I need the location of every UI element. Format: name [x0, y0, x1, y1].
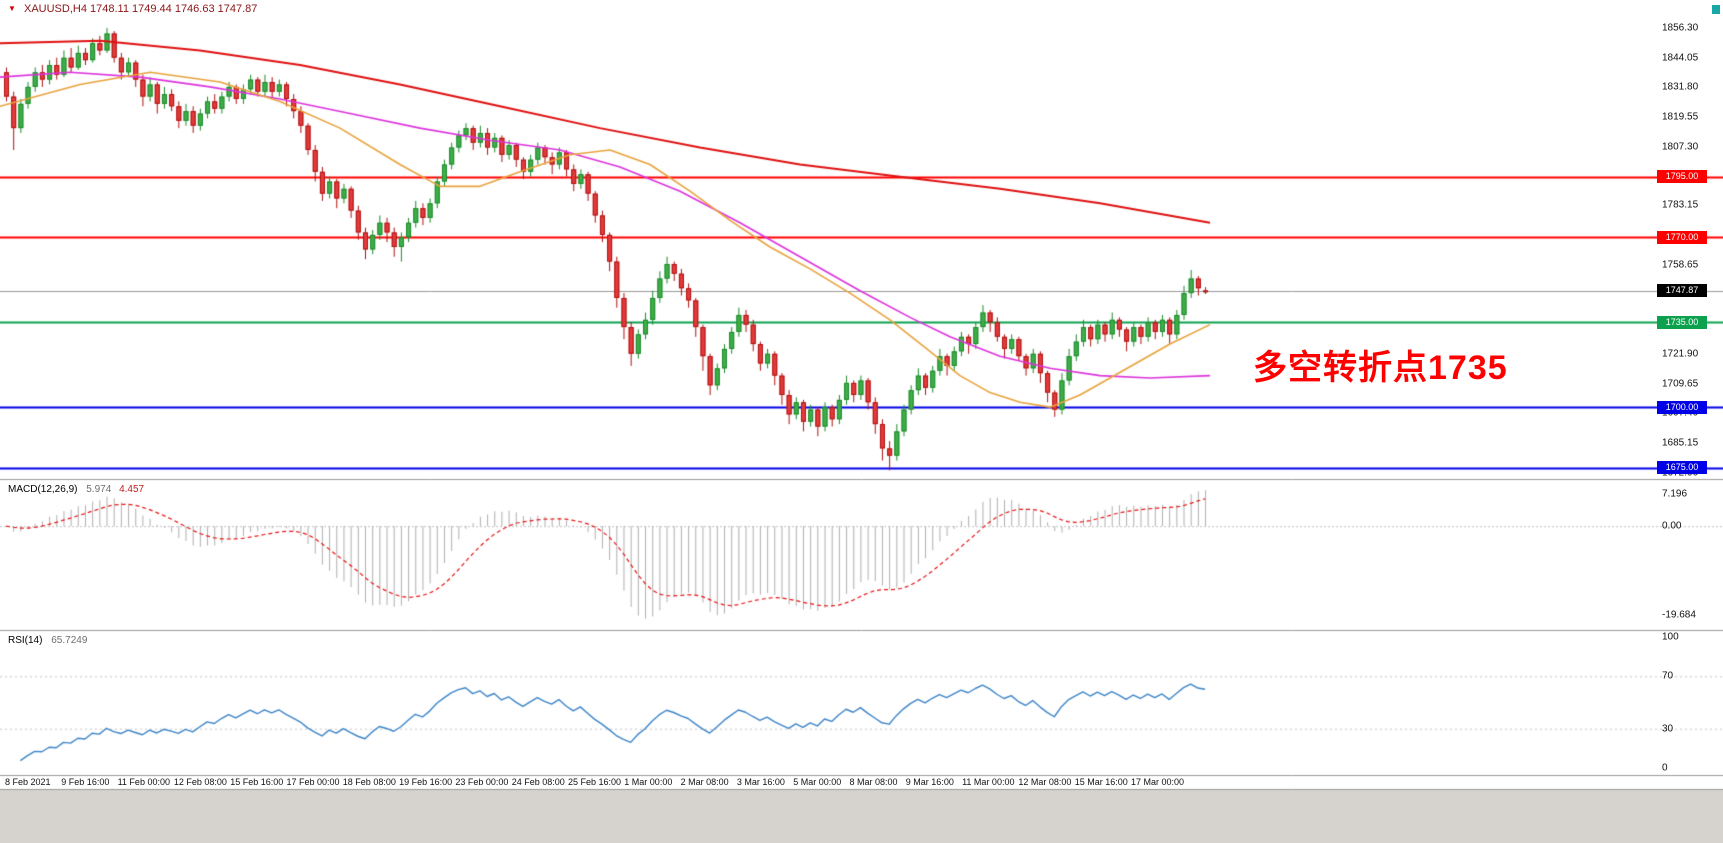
rsi-scale-100: 100: [1662, 631, 1679, 643]
price-axis-tick-label: 1856.30: [1662, 22, 1699, 34]
current-price-badge: 1747.87: [1657, 284, 1707, 298]
price-axis-tick-label: 1721.90: [1662, 348, 1699, 360]
rsi-value: 65.7249: [51, 635, 88, 646]
symbol-ohlc-readout: XAUUSD,H4 1748.11 1749.44 1746.63 1747.8…: [23, 3, 258, 15]
time-axis-label: 12 Feb 08:00: [173, 777, 227, 787]
time-axis-label: 8 Feb 2021: [5, 777, 51, 787]
time-axis-label: 3 Mar 16:00: [736, 777, 785, 787]
price-level-badge-1770: 1770.00: [1657, 230, 1707, 244]
chart-text-annotation[interactable]: 多空转折点1735: [1253, 349, 1508, 387]
rsi-scale-0: 0: [1662, 762, 1668, 774]
time-axis-label: 17 Feb 00:00: [286, 777, 340, 787]
chart-shift-marker[interactable]: [1712, 5, 1720, 14]
time-axis-label: 17 Mar 00:00: [1131, 777, 1185, 787]
time-axis-label: 11 Mar 00:00: [962, 777, 1015, 787]
price-axis-tick-label: 1807.30: [1662, 141, 1699, 153]
time-axis-label: 9 Mar 16:00: [905, 777, 954, 787]
time-axis-label: 1 Mar 00:00: [624, 777, 673, 787]
time-axis-label: 23 Feb 00:00: [455, 777, 509, 787]
price-axis-tick-label: 1831.80: [1662, 81, 1699, 93]
time-axis-label: 19 Feb 16:00: [399, 777, 453, 787]
price-axis-tick-label: 1709.65: [1662, 378, 1699, 390]
time-axis-label: 12 Mar 08:00: [1018, 777, 1072, 787]
price-level-badge-1700: 1700.00: [1657, 400, 1707, 414]
price-axis-tick-label: 1783.15: [1662, 199, 1699, 211]
time-axis-label: 15 Mar 16:00: [1074, 777, 1128, 787]
price-level-badge-1675: 1675.00: [1657, 461, 1707, 475]
macd-indicator-label: MACD(12,26,9) 5.974 4.457: [8, 484, 144, 495]
time-axis-label: 8 Mar 08:00: [849, 777, 898, 787]
time-axis-label: 2 Mar 08:00: [680, 777, 729, 787]
macd-main-value: 5.974: [86, 484, 112, 495]
time-axis-label: 11 Feb 00:00: [117, 777, 170, 787]
macd-scale-min: -19.684: [1662, 609, 1696, 621]
macd-signal-value: 4.457: [119, 484, 145, 495]
ohlc-dropdown-icon[interactable]: ▼: [8, 4, 16, 13]
macd-name: MACD(12,26,9): [8, 484, 78, 495]
rsi-indicator-label: RSI(14) 65.7249: [8, 635, 87, 646]
time-axis-label: 9 Feb 16:00: [61, 777, 110, 787]
time-axis-label: 5 Mar 00:00: [793, 777, 842, 787]
time-axis-label: 25 Feb 16:00: [568, 777, 622, 787]
time-axis-label: 15 Feb 16:00: [230, 777, 284, 787]
price-axis-tick-label: 1819.55: [1662, 111, 1699, 123]
rsi-scale-30: 30: [1662, 723, 1674, 735]
price-level-badge-1795: 1795.00: [1657, 170, 1707, 184]
price-level-badge-1735: 1735.00: [1657, 315, 1707, 329]
price-axis-tick-label: 1758.65: [1662, 259, 1699, 271]
time-axis-label: 18 Feb 08:00: [342, 777, 396, 787]
macd-scale-max: 7.196: [1662, 488, 1688, 500]
rsi-scale-70: 70: [1662, 670, 1674, 682]
price-axis-tick-label: 1844.05: [1662, 52, 1699, 64]
price-axis-tick-label: 1685.15: [1662, 437, 1699, 449]
time-axis-label: 24 Feb 08:00: [511, 777, 565, 787]
macd-scale-zero: 0.00: [1662, 520, 1682, 532]
chart-header: ▼ XAUUSD,H4 1748.11 1749.44 1746.63 1747…: [8, 3, 257, 15]
rsi-name: RSI(14): [8, 635, 43, 646]
